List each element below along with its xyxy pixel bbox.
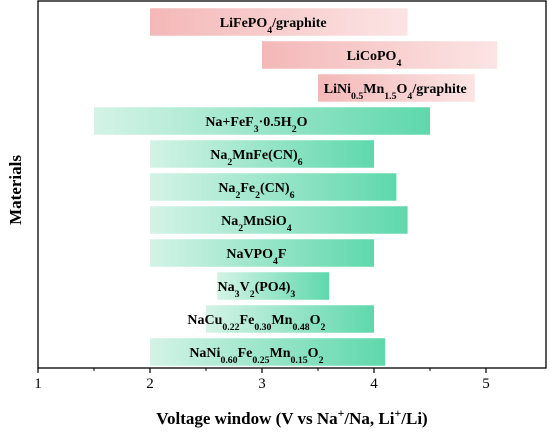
x-tick-label: 2 bbox=[146, 376, 154, 392]
range-bar bbox=[206, 305, 374, 333]
x-axis-title: Voltage window (V vs Na+/Na, Li+/Li) bbox=[156, 406, 427, 428]
range-bar bbox=[318, 74, 475, 102]
bar-label: Na2MnFe(CN)6 bbox=[210, 148, 302, 168]
bar-label: Na2Fe2(CN)6 bbox=[218, 181, 294, 201]
range-bar bbox=[150, 173, 397, 201]
bar-label: LiCoPO4 bbox=[347, 49, 402, 69]
bar-label: LiFePO4/graphite bbox=[220, 16, 327, 36]
x-axis-ticks: 1 2 3 4 5 bbox=[34, 368, 490, 392]
bars-layer: LiFePO4/graphite LiCoPO4 LiNi0.5Mn1.5O4/gr… bbox=[94, 8, 498, 366]
bar-label: Na3V2(PO4)3 bbox=[218, 280, 296, 300]
range-bar bbox=[150, 206, 408, 234]
plot-frame bbox=[37, 0, 547, 369]
range-bar bbox=[150, 140, 374, 168]
bar-label: Na+FeF3·0.5H2O bbox=[205, 115, 307, 135]
y-axis-title: Materials bbox=[6, 155, 25, 225]
x-tick-label: 3 bbox=[258, 376, 266, 392]
range-bar bbox=[150, 338, 386, 366]
range-bar bbox=[217, 272, 330, 300]
bar-label: NaCu0.22Fe0.30Mn0.48O2 bbox=[187, 313, 325, 333]
range-bar bbox=[150, 8, 408, 36]
bar-label: LiNi0.5Mn1.5O4/graphite bbox=[324, 82, 467, 102]
x-tick-label: 1 bbox=[34, 376, 42, 392]
x-tick-label: 4 bbox=[370, 376, 378, 392]
bar-label: NaNi0.60Fe0.25Mn0.15O2 bbox=[189, 346, 323, 366]
x-tick-label: 5 bbox=[482, 376, 490, 392]
range-bar bbox=[262, 41, 498, 69]
range-bar bbox=[150, 239, 374, 267]
range-bar bbox=[94, 107, 430, 135]
bar-label: NaVPO4F bbox=[226, 247, 286, 267]
bar-label: Na2MnSiO4 bbox=[221, 214, 292, 234]
